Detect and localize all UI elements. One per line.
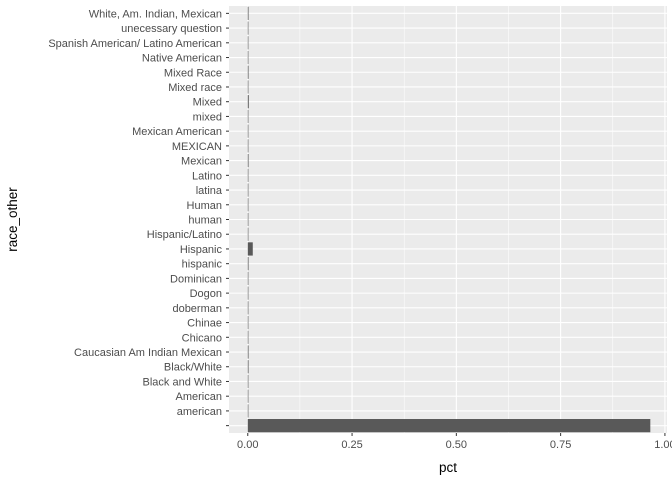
bar	[247, 286, 249, 300]
bars	[247, 6, 651, 433]
bar	[247, 389, 249, 403]
x-tick-labels: 0.00 0.25 0.50 0.75 1.00	[237, 439, 672, 451]
bar	[247, 271, 249, 286]
y-tick-label: doberman	[172, 303, 222, 315]
x-tick-label: 0.50	[446, 439, 467, 451]
y-ticks	[226, 12, 229, 427]
y-tick-label: White, Am. Indian, Mexican	[89, 8, 222, 20]
y-tick-labels: american American Black and White Black/Whi…	[48, 8, 223, 418]
bar	[247, 360, 249, 374]
y-tick-label: Black/White	[164, 362, 222, 374]
y-tick-label: Chicano	[182, 332, 222, 344]
y-tick-label: Black and White	[143, 376, 222, 388]
bar	[247, 404, 249, 418]
bar	[247, 124, 249, 138]
y-tick-label: Mexican	[181, 156, 222, 168]
y-tick-label: Hispanic	[180, 244, 223, 256]
bar	[247, 330, 249, 344]
y-tick-label: Spanish American/ Latino American	[48, 38, 222, 50]
bar	[247, 36, 249, 50]
y-tick-label: American	[176, 391, 222, 403]
bar	[247, 168, 249, 182]
y-tick-label: Caucasian Am Indian Mexican	[74, 347, 222, 359]
bar	[247, 153, 249, 168]
y-tick-label: human	[188, 215, 222, 227]
bar	[247, 257, 249, 271]
bar	[247, 139, 249, 153]
y-tick-label: Human	[187, 200, 222, 212]
y-tick-label: Mexican American	[132, 126, 222, 138]
x-tick-label: 0.75	[550, 439, 571, 451]
y-tick-label: american	[177, 406, 222, 418]
bar	[247, 6, 249, 20]
y-tick-label: unecessary question	[121, 23, 222, 35]
bar	[247, 419, 651, 433]
y-tick-label: Native American	[142, 53, 222, 65]
bar	[247, 374, 249, 389]
bar	[247, 95, 249, 109]
y-tick-label: Chinae	[187, 318, 222, 330]
y-tick-label: Hispanic/Latino	[147, 229, 222, 241]
y-tick-label: hispanic	[182, 259, 223, 271]
bar	[247, 109, 249, 124]
bar	[247, 212, 249, 227]
y-tick-label: Mixed	[193, 97, 222, 109]
y-tick-label: Latino	[192, 170, 222, 182]
bar	[247, 345, 249, 359]
bar	[247, 80, 249, 94]
bar	[247, 301, 249, 315]
bar	[247, 50, 249, 65]
bar	[247, 21, 249, 35]
bar	[247, 242, 253, 256]
y-tick-label: Mixed Race	[164, 67, 222, 79]
bar	[247, 198, 249, 212]
bar	[247, 65, 249, 79]
y-tick-label: mixed	[193, 111, 222, 123]
bar	[247, 183, 249, 197]
bar	[247, 227, 249, 241]
x-ticks	[247, 433, 666, 436]
x-tick-label: 0.25	[341, 439, 362, 451]
y-tick-label: MEXICAN	[172, 141, 222, 153]
x-axis-title: pct	[439, 460, 457, 475]
y-tick-label: Dogon	[190, 288, 222, 300]
y-tick-label: Mixed race	[168, 82, 222, 94]
x-tick-label: 0.00	[237, 439, 258, 451]
x-tick-label: 1.00	[654, 439, 672, 451]
y-tick-label: Dominican	[170, 273, 222, 285]
y-tick-label: latina	[196, 185, 223, 197]
y-axis-title: race_other	[5, 187, 20, 252]
bar	[247, 315, 249, 330]
